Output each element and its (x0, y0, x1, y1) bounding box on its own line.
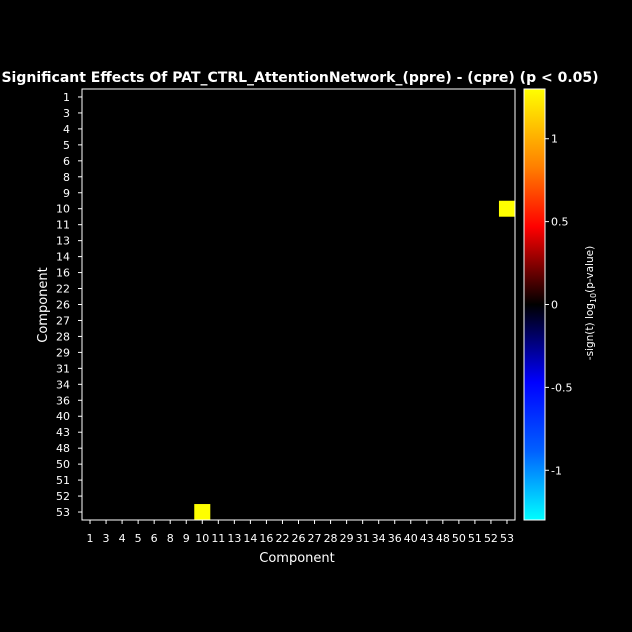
x-tick-label: 5 (135, 532, 142, 545)
colorbar-tick-label: 1 (551, 133, 558, 146)
y-tick-label: 53 (56, 506, 70, 519)
y-tick-label: 27 (56, 314, 70, 327)
y-tick-label: 3 (63, 107, 70, 120)
colorbar-gradient (524, 89, 545, 520)
y-tick-label: 8 (63, 171, 70, 184)
y-tick-label: 26 (56, 299, 70, 312)
colorbar-tick-label: 0.5 (551, 216, 569, 229)
y-tick-label: 31 (56, 362, 70, 375)
y-tick-label: 9 (63, 187, 70, 200)
y-tick-label: 36 (56, 394, 70, 407)
x-tick-label: 4 (119, 532, 126, 545)
x-tick-label: 31 (356, 532, 370, 545)
x-tick-label: 14 (243, 532, 257, 545)
y-tick-label: 4 (63, 123, 70, 136)
y-tick-label: 29 (56, 346, 70, 359)
y-tick-label: 11 (56, 219, 70, 232)
x-tick-label: 28 (324, 532, 338, 545)
x-tick-label: 43 (420, 532, 434, 545)
y-tick-label: 10 (56, 203, 70, 216)
x-tick-label: 8 (167, 532, 174, 545)
x-axis-label: Component (259, 551, 334, 566)
y-tick-label: 22 (56, 283, 70, 296)
x-tick-label: 50 (452, 532, 466, 545)
x-tick-label: 6 (151, 532, 158, 545)
colorbar-label: -sign(t) log10(p-value) (584, 246, 598, 360)
y-tick-label: 50 (56, 458, 70, 471)
y-tick-label: 16 (56, 267, 70, 280)
y-tick-label: 43 (56, 426, 70, 439)
x-tick-label: 10 (195, 532, 209, 545)
x-tick-label: 53 (500, 532, 514, 545)
x-tick-label: 26 (292, 532, 306, 545)
colorbar-tick-label: -0.5 (551, 381, 572, 394)
y-tick-label: 48 (56, 442, 70, 455)
heatmap-cell (194, 504, 211, 520)
x-tick-label: 51 (468, 532, 482, 545)
x-tick-label: 13 (227, 532, 241, 545)
x-tick-label: 40 (404, 532, 418, 545)
y-tick-label: 28 (56, 330, 70, 343)
x-tick-label: 52 (484, 532, 498, 545)
y-tick-label: 51 (56, 474, 70, 487)
y-tick-label: 52 (56, 490, 70, 503)
x-tick-label: 34 (372, 532, 386, 545)
colorbar-tick-label: 0 (551, 299, 558, 312)
colorbar-tick-label: -1 (551, 464, 562, 477)
plot-area: 1133445566889910101111131314141616222226… (56, 88, 516, 545)
y-tick-label: 1 (63, 91, 70, 104)
chart-title: Significant Effects Of PAT_CTRL_Attentio… (1, 70, 598, 86)
x-tick-label: 16 (259, 532, 273, 545)
y-tick-label: 5 (63, 139, 70, 152)
heatmap-cell (498, 200, 515, 217)
y-tick-label: 13 (56, 235, 70, 248)
x-tick-label: 1 (87, 532, 94, 545)
y-tick-label: 6 (63, 155, 70, 168)
x-tick-label: 22 (275, 532, 289, 545)
y-tick-label: 14 (56, 251, 70, 264)
x-tick-label: 48 (436, 532, 450, 545)
y-tick-label: 40 (56, 410, 70, 423)
x-tick-label: 27 (308, 532, 322, 545)
y-axis-label: Component (36, 267, 51, 342)
x-tick-label: 29 (340, 532, 354, 545)
x-tick-label: 3 (103, 532, 110, 545)
x-tick-label: 9 (183, 532, 190, 545)
plot-background (82, 89, 515, 520)
x-tick-label: 11 (211, 532, 225, 545)
x-tick-label: 36 (388, 532, 402, 545)
colorbar: 1 0.5 0 -0.5 -1 (523, 88, 572, 521)
y-tick-label: 34 (56, 378, 70, 391)
